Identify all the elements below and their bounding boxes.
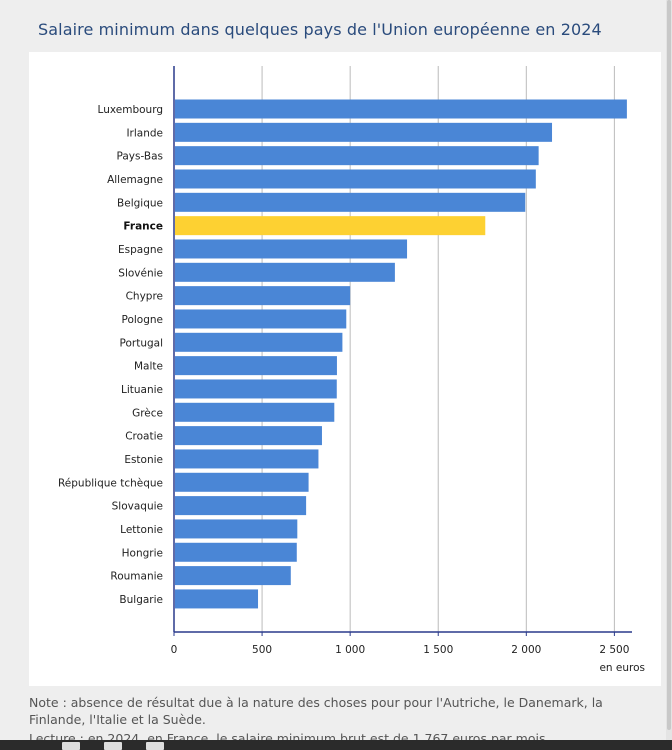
category-label: Malte bbox=[134, 361, 163, 373]
bar-pologne[interactable] bbox=[175, 309, 347, 329]
taskbar-app-icon[interactable] bbox=[146, 742, 164, 750]
category-label: Grèce bbox=[132, 407, 163, 419]
category-label: Irlande bbox=[126, 127, 163, 139]
x-axis-unit-label: en euros bbox=[599, 662, 645, 674]
category-label: Bulgarie bbox=[119, 594, 163, 606]
bar-hongrie[interactable] bbox=[175, 542, 297, 562]
chart-note: Note : absence de résultat due à la natu… bbox=[29, 695, 603, 727]
bar-portugal[interactable] bbox=[175, 332, 343, 352]
tick-label: 2 000 bbox=[511, 644, 541, 656]
category-label: Slovaquie bbox=[112, 501, 163, 513]
bar-estonie[interactable] bbox=[175, 449, 319, 469]
category-label: Portugal bbox=[120, 337, 164, 349]
bar-roumanie[interactable] bbox=[175, 566, 291, 586]
category-label: Allemagne bbox=[107, 174, 163, 186]
category-label: République tchèque bbox=[58, 477, 163, 489]
taskbar bbox=[0, 740, 672, 750]
chart-title: Salaire minimum dans quelques pays de l'… bbox=[38, 20, 602, 39]
bar-malte[interactable] bbox=[175, 356, 337, 376]
bar-croatie[interactable] bbox=[175, 426, 322, 446]
bar-lettonie[interactable] bbox=[175, 519, 298, 539]
category-label: Croatie bbox=[125, 431, 163, 443]
tick-label: 2 500 bbox=[599, 644, 629, 656]
category-label: Espagne bbox=[118, 244, 163, 256]
tick-label: 1 500 bbox=[423, 644, 453, 656]
bar-espagne[interactable] bbox=[175, 239, 408, 259]
category-label: Pays-Bas bbox=[116, 151, 163, 163]
bar-belgique[interactable] bbox=[175, 192, 526, 212]
bar-chypre[interactable] bbox=[175, 286, 351, 306]
chart-card: Luxembourg Irlande Pays-Bas Allemagne Belgiq… bbox=[29, 52, 661, 686]
bar-gr-ce[interactable] bbox=[175, 402, 335, 422]
bar-slovaquie[interactable] bbox=[175, 496, 307, 516]
tick-label: 500 bbox=[252, 644, 272, 656]
category-label: Lettonie bbox=[120, 524, 163, 536]
bar-bulgarie[interactable] bbox=[175, 589, 259, 609]
category-label: Belgique bbox=[117, 197, 163, 209]
category-label: Pologne bbox=[121, 314, 163, 326]
category-label: Chypre bbox=[126, 291, 163, 303]
category-label: Estonie bbox=[124, 454, 163, 466]
category-label: France bbox=[123, 221, 163, 233]
category-label: Slovénie bbox=[118, 267, 163, 279]
category-label: Hongrie bbox=[122, 547, 163, 559]
category-label: Roumanie bbox=[110, 571, 163, 583]
taskbar-app-icon[interactable] bbox=[104, 742, 122, 750]
scrollbar-thumb[interactable] bbox=[667, 0, 671, 730]
taskbar-app-icon[interactable] bbox=[62, 742, 80, 750]
bar-pays-bas[interactable] bbox=[175, 146, 539, 166]
bar-france[interactable] bbox=[175, 216, 486, 236]
bar-irlande[interactable] bbox=[175, 122, 553, 142]
bar-chart: Luxembourg Irlande Pays-Bas Allemagne Belgiq… bbox=[58, 66, 645, 674]
category-label: Luxembourg bbox=[98, 104, 163, 116]
bar-luxembourg[interactable] bbox=[175, 99, 627, 119]
bar-slov-nie[interactable] bbox=[175, 262, 395, 282]
bar-lituanie[interactable] bbox=[175, 379, 337, 399]
tick-label: 1 000 bbox=[335, 644, 365, 656]
category-label: Lituanie bbox=[121, 384, 163, 396]
tick-label: 0 bbox=[171, 644, 178, 656]
bar-allemagne[interactable] bbox=[175, 169, 536, 189]
bar-r-publique-tch-que[interactable] bbox=[175, 472, 309, 492]
